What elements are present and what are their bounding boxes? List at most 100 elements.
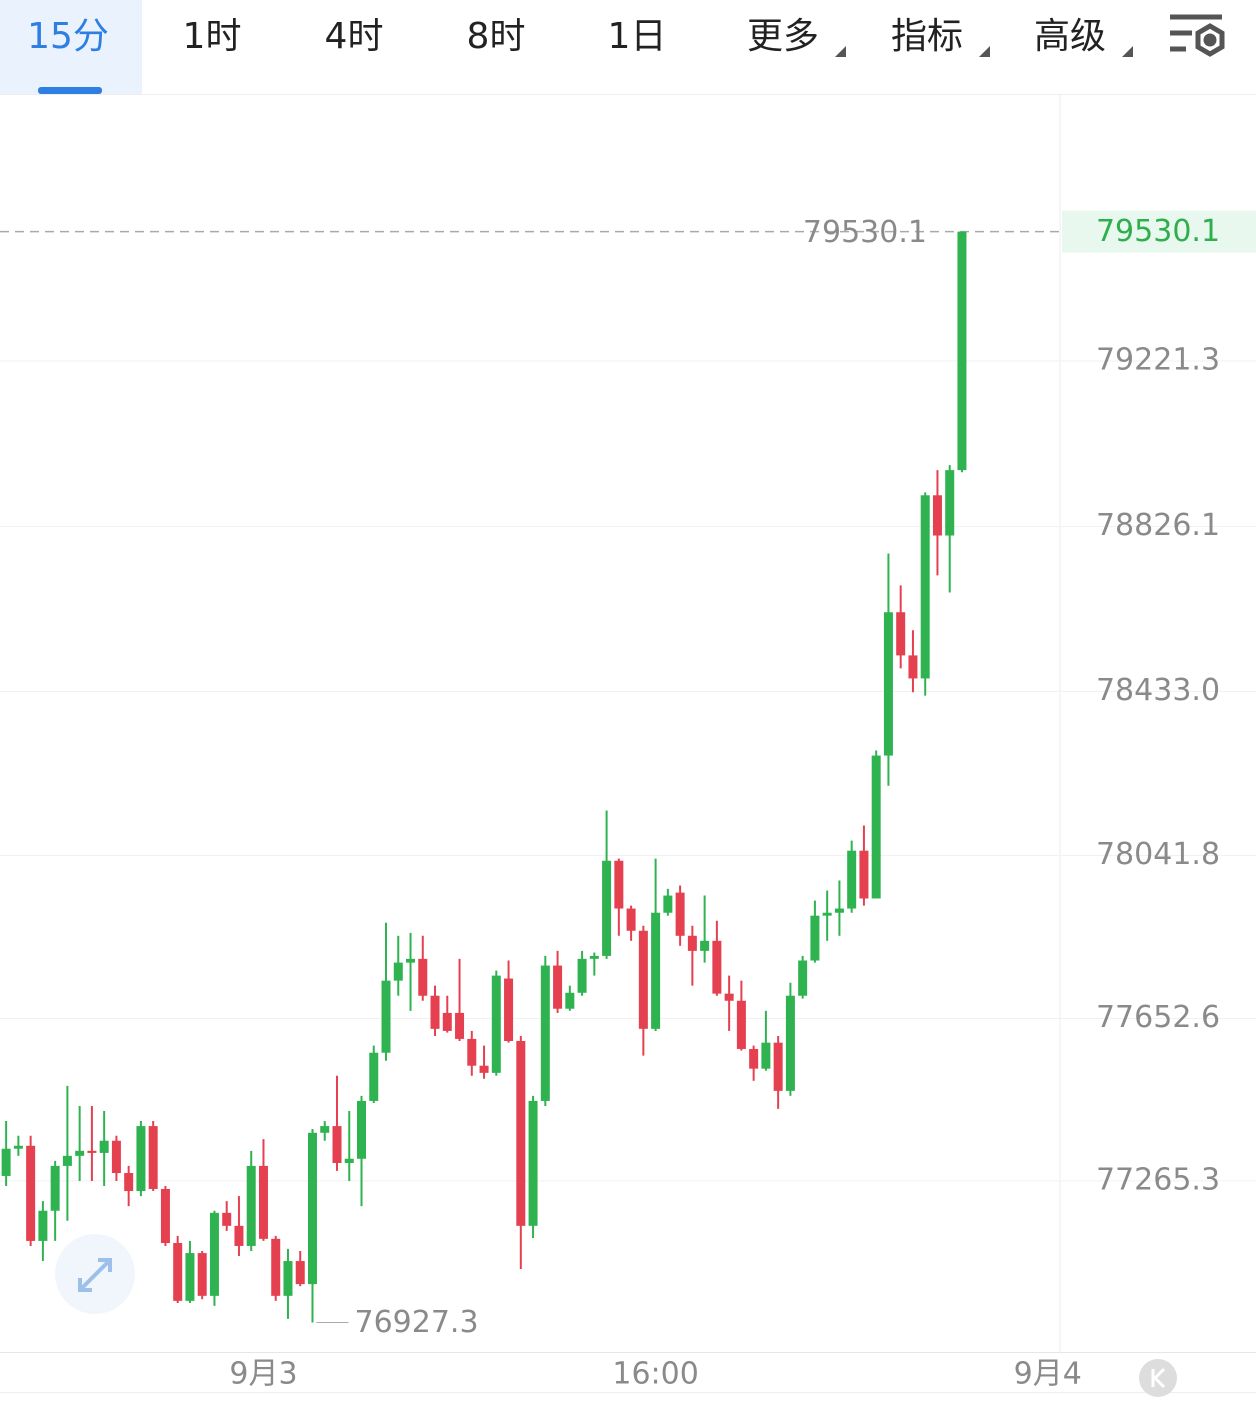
candle-body	[442, 1012, 452, 1031]
candle-body	[430, 995, 440, 1029]
x-tick-label: 9月4	[1014, 1357, 1082, 1392]
y-tick-label: 77265.3	[1096, 1162, 1220, 1197]
low-marker-label: 76927.3	[354, 1305, 478, 1340]
candle-body	[871, 755, 881, 899]
y-tick-label: 78433.0	[1096, 673, 1220, 708]
candle-body	[700, 940, 710, 951]
candle-body	[26, 1145, 36, 1241]
candle-body	[626, 908, 636, 931]
candle-body	[467, 1038, 477, 1066]
dropdown-icon	[835, 46, 846, 57]
candle-body	[712, 940, 722, 994]
candle-body	[406, 958, 416, 963]
candle-body	[332, 1126, 342, 1163]
candle-body	[553, 965, 563, 1009]
x-tick-label: 16:00	[612, 1357, 698, 1392]
last-price-box	[1062, 210, 1256, 253]
candle-body	[736, 1000, 746, 1049]
candle-body	[357, 1100, 367, 1159]
tab[interactable]: 1日	[608, 16, 667, 57]
candle-body	[528, 1100, 538, 1226]
candle-body	[785, 995, 795, 1091]
candle-body	[111, 1140, 121, 1174]
candle-body	[99, 1140, 109, 1153]
candle-body	[724, 993, 734, 1001]
candle-body	[75, 1150, 85, 1156]
candle-body	[516, 1040, 526, 1226]
candle-body	[602, 860, 612, 956]
candle-body	[173, 1243, 183, 1301]
candle-body	[565, 992, 575, 1009]
tab[interactable]: 1时	[183, 16, 242, 57]
candle-body	[479, 1065, 489, 1073]
y-tick-label: 77652.6	[1096, 1000, 1220, 1035]
expand-button[interactable]	[55, 1234, 135, 1314]
y-tick-label: 79221.3	[1096, 343, 1220, 378]
active-tab-indicator	[38, 87, 102, 94]
candle-body	[136, 1126, 146, 1192]
dropdown-icon	[1122, 46, 1133, 57]
candle-body	[209, 1212, 219, 1296]
candle-body	[393, 962, 403, 981]
candle-body	[491, 975, 501, 1073]
candle-body	[896, 612, 906, 656]
candle-body	[148, 1126, 158, 1189]
candle-body	[540, 965, 550, 1101]
candle-body	[455, 1012, 465, 1039]
candle-body	[87, 1150, 97, 1153]
candle-body	[283, 1261, 293, 1296]
k-button[interactable]	[1139, 1359, 1177, 1397]
candle-body	[920, 495, 930, 679]
candle-body	[908, 655, 918, 679]
settings-icon[interactable]	[1170, 14, 1225, 57]
candle-body	[38, 1210, 48, 1241]
candle-body	[945, 470, 955, 536]
candle-body	[504, 978, 514, 1041]
candle-body	[614, 860, 624, 909]
candle-body	[418, 958, 428, 996]
candle-body	[344, 1158, 354, 1163]
candle-body	[761, 1042, 771, 1069]
candle-body	[675, 892, 685, 936]
active-tab-bg	[0, 0, 142, 94]
candle-body	[62, 1155, 72, 1166]
candle-body	[50, 1165, 60, 1211]
candle-body	[834, 908, 844, 913]
candle-body	[160, 1188, 170, 1244]
candle-body	[295, 1261, 305, 1285]
y-tick-label: 78041.8	[1096, 837, 1220, 872]
candle-body	[258, 1165, 268, 1239]
candle-body	[773, 1042, 783, 1091]
tab[interactable]: 4时	[325, 16, 384, 57]
tab[interactable]: 高级	[1034, 16, 1106, 57]
dropdown-icon	[979, 46, 990, 57]
candle-body	[687, 935, 697, 951]
tabs: 15分 1时 4时 8时 1日 更多 指标 高级	[27, 16, 1106, 57]
candle-body	[185, 1253, 195, 1301]
x-tick-label: 9月3	[229, 1357, 297, 1392]
candle-body	[810, 915, 820, 961]
tab[interactable]: 8时	[467, 16, 526, 57]
candle-body	[246, 1165, 256, 1246]
candle-body	[638, 930, 648, 1029]
candle-body	[381, 980, 391, 1053]
candle-body	[883, 612, 893, 756]
tab[interactable]: 指标	[891, 16, 963, 57]
tab[interactable]: 15分	[27, 16, 109, 57]
candle-body	[859, 850, 869, 899]
candle-body	[320, 1126, 330, 1133]
candle-body	[124, 1173, 134, 1192]
toolbar	[0, 0, 1256, 95]
candle-body	[749, 1048, 759, 1069]
candle-body	[822, 912, 832, 916]
candle-body	[369, 1052, 379, 1101]
last-price-label: 79530.1	[1096, 214, 1220, 249]
y-tick-label: 78826.1	[1096, 508, 1220, 543]
candle-body	[589, 955, 599, 959]
candle-body	[222, 1212, 232, 1226]
tab[interactable]: 更多	[747, 16, 819, 57]
candle-body	[957, 231, 967, 471]
high-marker-label: 79530.1	[803, 215, 927, 250]
